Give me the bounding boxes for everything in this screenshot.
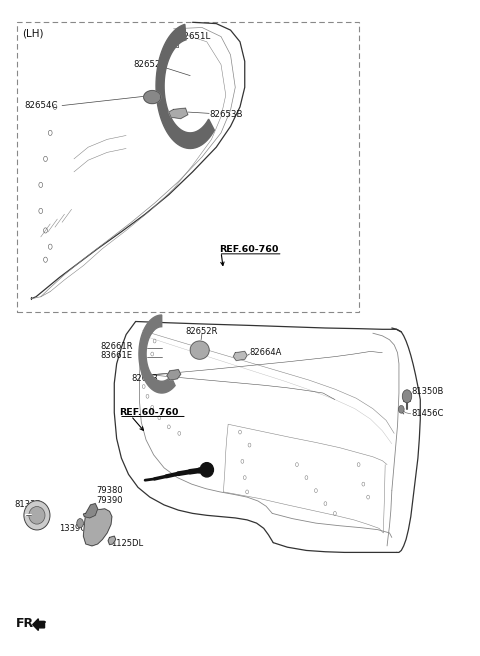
Text: 1125DL: 1125DL — [111, 539, 143, 548]
Polygon shape — [167, 369, 180, 380]
Text: 82652R: 82652R — [185, 327, 218, 337]
Text: FR.: FR. — [16, 617, 39, 630]
Circle shape — [402, 390, 412, 403]
Bar — [17, 22, 359, 312]
Text: 82651L: 82651L — [179, 32, 211, 41]
Polygon shape — [144, 91, 161, 104]
Bar — [202, 468, 210, 474]
Text: 83661E: 83661E — [100, 352, 132, 360]
Polygon shape — [190, 341, 209, 359]
Text: 82661R: 82661R — [100, 342, 132, 351]
Text: 82664A: 82664A — [250, 348, 282, 358]
Polygon shape — [156, 24, 215, 148]
Ellipse shape — [24, 501, 50, 530]
Text: 79390: 79390 — [96, 496, 123, 505]
Text: 79380: 79380 — [96, 486, 123, 495]
Text: 1339CC: 1339CC — [59, 524, 92, 533]
Text: 82654C: 82654C — [24, 101, 58, 110]
Text: 82652L: 82652L — [133, 60, 166, 69]
Text: REF.60-760: REF.60-760 — [119, 408, 179, 417]
Text: 81350B: 81350B — [412, 387, 444, 396]
Polygon shape — [84, 509, 112, 546]
Polygon shape — [139, 315, 175, 393]
Ellipse shape — [200, 462, 214, 477]
Text: 81456C: 81456C — [412, 409, 444, 419]
Ellipse shape — [29, 506, 45, 524]
Circle shape — [398, 405, 404, 413]
Circle shape — [77, 519, 84, 527]
Text: REF.60-760: REF.60-760 — [219, 245, 278, 255]
Text: 81335: 81335 — [14, 501, 41, 510]
Polygon shape — [108, 536, 116, 544]
Text: (LH): (LH) — [22, 29, 43, 39]
FancyArrow shape — [33, 619, 45, 630]
Text: 82653B: 82653B — [209, 110, 243, 119]
Polygon shape — [84, 504, 97, 518]
Polygon shape — [233, 352, 247, 361]
Polygon shape — [169, 108, 188, 119]
Text: 82663: 82663 — [131, 374, 157, 383]
